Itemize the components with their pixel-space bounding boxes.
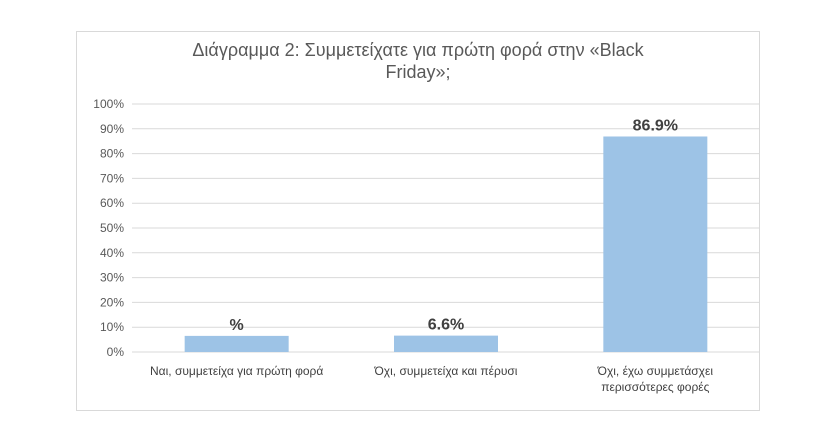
category-label: περισσότερες φορές <box>601 380 709 394</box>
category-label: Ναι, συμμετείχα για πρώτη φορά <box>150 364 323 378</box>
chart-title-line: Διάγραμμα 2: Συμμετείχατε για πρώτη φορά… <box>192 40 644 60</box>
category-label: Όχι, συμμετείχα και πέρυσι <box>374 364 518 378</box>
y-tick-label: 0% <box>107 345 125 359</box>
bar <box>394 335 498 352</box>
y-tick-label: 70% <box>100 171 124 185</box>
chart-title-line: Friday»; <box>385 62 450 82</box>
y-tick-label: 50% <box>100 221 124 235</box>
bar <box>603 136 708 352</box>
data-label: % <box>230 317 244 334</box>
y-tick-label: 60% <box>100 196 124 210</box>
data-label: 6.6% <box>428 317 464 334</box>
y-tick-label: 100% <box>93 97 124 111</box>
y-tick-label: 30% <box>100 271 124 285</box>
data-label: 86.9% <box>633 117 678 134</box>
bar <box>184 335 289 352</box>
y-tick-label: 40% <box>100 246 124 260</box>
y-tick-label: 80% <box>100 147 124 161</box>
y-tick-label: 10% <box>100 320 124 334</box>
y-tick-label: 20% <box>100 295 124 309</box>
category-label: Όχι, έχω συμμετάσχει <box>597 364 714 378</box>
y-tick-label: 90% <box>100 122 124 136</box>
